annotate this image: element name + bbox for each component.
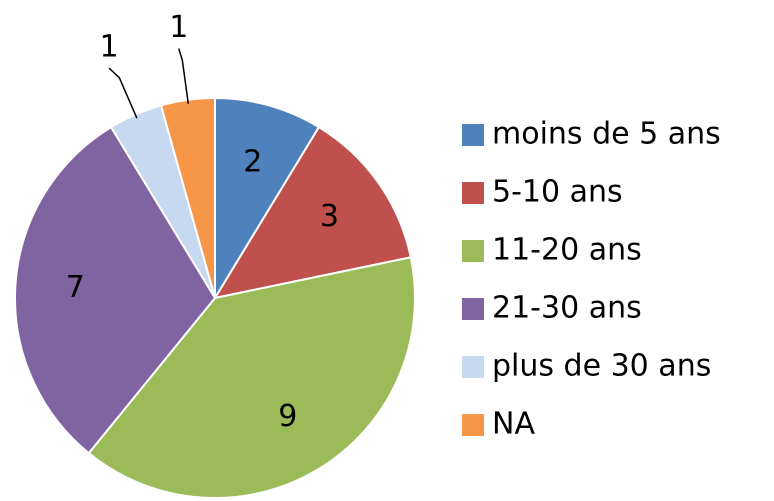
data-label: 3	[320, 199, 339, 234]
legend-swatch	[462, 298, 484, 320]
legend-label: plus de 30 ans	[492, 349, 711, 384]
legend-swatch	[462, 240, 484, 262]
legend-label: moins de 5 ans	[492, 117, 721, 152]
pie-slice	[14, 125, 217, 455]
legend-swatch	[462, 414, 484, 436]
data-label: 1	[99, 30, 118, 65]
leader-line	[108, 67, 138, 119]
legend-swatch	[462, 182, 484, 204]
pie-slice	[214, 96, 321, 302]
data-label: 2	[243, 145, 262, 180]
pie-slice	[87, 256, 416, 499]
legend-label: NA	[492, 407, 535, 442]
legend-swatch	[462, 356, 484, 378]
legend-label: 21-30 ans	[492, 291, 642, 326]
legend-label: 11-20 ans	[492, 233, 642, 268]
legend-label: 5-10 ans	[492, 175, 623, 210]
pie-slice	[212, 125, 412, 300]
data-label: 9	[278, 399, 297, 434]
data-label: 1	[169, 10, 188, 45]
legend-swatch	[462, 124, 484, 146]
leader-line	[178, 48, 190, 104]
data-label: 7	[66, 270, 85, 305]
